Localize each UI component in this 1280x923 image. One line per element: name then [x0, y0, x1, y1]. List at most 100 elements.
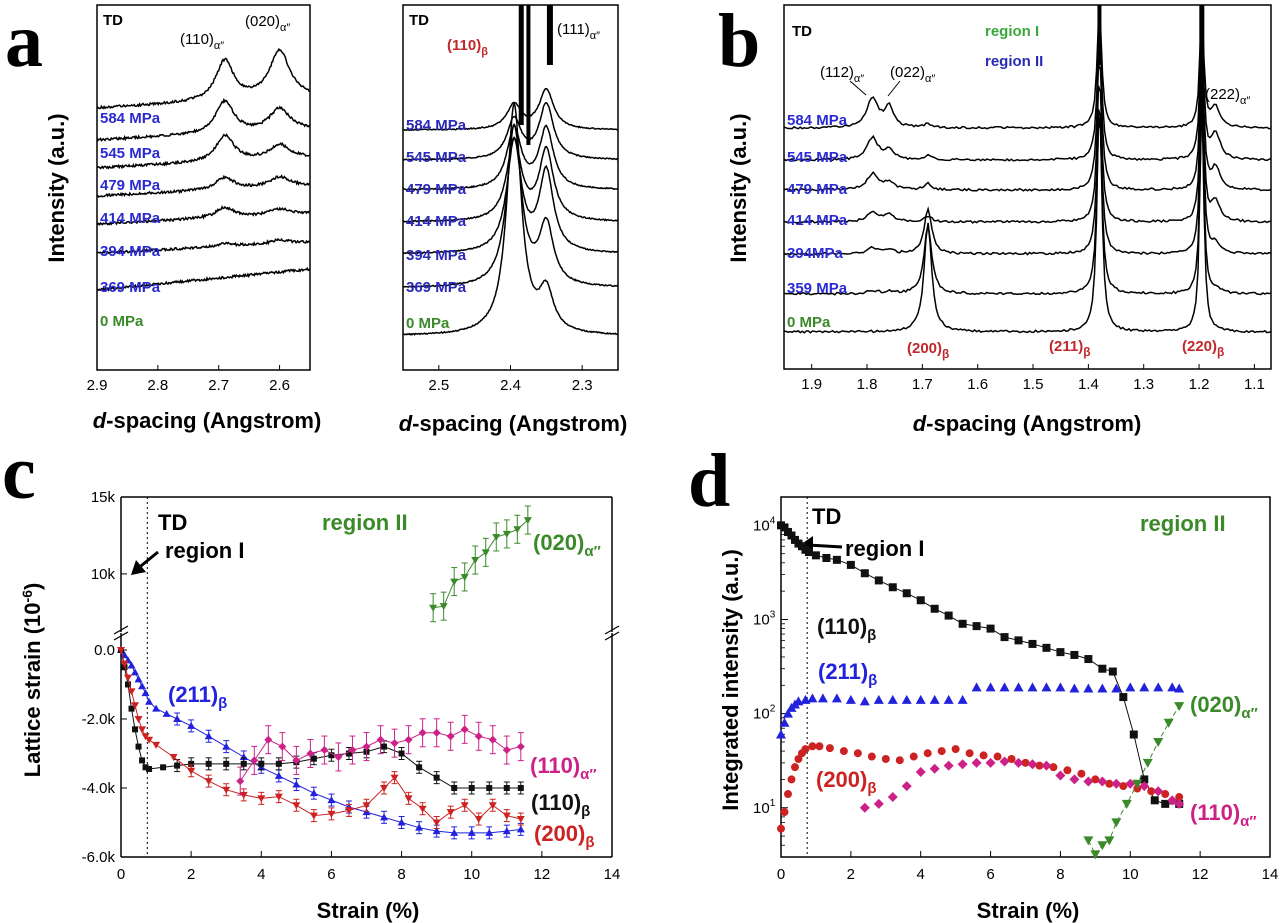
data-point [468, 785, 475, 791]
data-point [223, 760, 230, 767]
x-tick-label: 14 [1262, 866, 1279, 883]
series-label-sub: α″ [584, 543, 600, 560]
peak-label-b-200-beta: (200)β [907, 340, 949, 361]
data-point [174, 762, 181, 769]
data-point [1119, 782, 1128, 791]
panel-a-right-xticks: 2.5 2.4 2.3 [428, 365, 593, 394]
series-label-d-200-beta: (200)β [816, 767, 877, 797]
x-tick-label: 1.8 [857, 376, 878, 393]
saturated-peak [1199, 5, 1205, 115]
data-point [943, 760, 954, 771]
panel-c-region-2: region II [322, 510, 408, 535]
y-tick-label: 102 [753, 704, 776, 723]
panel-d-plot: 0 2 4 6 8 10 12 14101102103104(110)β(211)β(200)… [753, 496, 1279, 883]
panel-c-region-1: region I [165, 538, 244, 563]
data-point [1055, 682, 1066, 692]
data-point [846, 560, 855, 569]
data-point [1125, 682, 1136, 692]
data-point [1083, 836, 1094, 846]
series-label-d-020-alpha: (020)α″ [1190, 692, 1258, 722]
stress-label: 359 MPa [787, 280, 848, 297]
data-point [839, 747, 848, 756]
stress-label: 0 MPa [406, 315, 450, 332]
stress-label: 545 MPa [787, 149, 848, 166]
spectrum-curve [97, 237, 310, 255]
series-label-c-211-beta: (211)β [168, 682, 227, 712]
x-tick-label: 2.6 [269, 377, 290, 394]
series-label-main: (200) [534, 821, 585, 846]
data-point [825, 744, 834, 753]
data-point [162, 709, 171, 717]
series-2 [117, 647, 525, 829]
data-point [429, 604, 438, 612]
data-point [965, 749, 974, 758]
data-point [205, 760, 212, 767]
data-point [131, 668, 140, 676]
axis-break-mark [604, 625, 620, 635]
data-point [432, 728, 441, 737]
data-point [127, 661, 136, 669]
region-arrow [807, 543, 843, 549]
data-point [415, 823, 424, 831]
panel-a-right-spectra [403, 5, 618, 336]
data-point [1035, 761, 1044, 770]
series-line [433, 519, 529, 609]
spectrum-curve [784, 84, 1271, 334]
stress-label: 369 MPa [100, 279, 161, 296]
data-point [257, 795, 266, 803]
panel-b-region-1: region I [985, 23, 1039, 40]
spectrum-curve [97, 97, 310, 142]
x-tick-label: 2.4 [500, 377, 521, 394]
data-point [1140, 775, 1149, 784]
data-point [1091, 775, 1100, 784]
spectrum-curve [784, 5, 1271, 130]
stress-label: 414 MPa [100, 210, 161, 227]
data-point [1097, 841, 1108, 851]
stress-label: 479 MPa [100, 177, 161, 194]
x-tick-label: 0 [117, 866, 125, 883]
y-tick-base: 10 [753, 706, 770, 723]
series-label-main: (020) [533, 530, 584, 555]
spectrum-curve [784, 37, 1271, 192]
region-arrow-head [131, 560, 146, 575]
data-point [1097, 683, 1108, 693]
stress-label: 584 MPa [100, 110, 161, 127]
data-point [859, 696, 870, 706]
data-point [309, 812, 318, 820]
data-point [503, 785, 510, 791]
data-point [502, 530, 511, 538]
stress-label: 394MPa [787, 245, 844, 262]
stress-label: 369 MPa [406, 279, 467, 296]
data-point [141, 689, 150, 697]
data-point [1153, 737, 1164, 747]
series-label-d-110-beta: (110)β [817, 614, 876, 644]
spectrum-curve [784, 73, 1271, 256]
x-tick-label: 8 [397, 866, 405, 883]
x-tick-label: 6 [327, 866, 335, 883]
y-tick-label: 0.0 [94, 642, 115, 659]
peak-pointer-022 [887, 80, 901, 97]
data-point [929, 694, 940, 704]
data-point [1119, 693, 1128, 702]
spectrum-curve [97, 174, 310, 198]
series-label-main: (211) [168, 682, 218, 707]
data-point [128, 705, 135, 712]
data-point [380, 813, 389, 821]
data-point [867, 752, 876, 761]
peak-pointer-112 [849, 80, 867, 96]
data-point [328, 752, 335, 759]
data-point [492, 533, 501, 541]
data-point [822, 553, 831, 562]
series-0 [117, 646, 525, 840]
data-point [390, 739, 399, 748]
series-label-sub: α″ [1241, 705, 1257, 722]
data-point [264, 735, 273, 744]
panel-c-plot: 0 2 4 6 8 10 12 14 0.0 -2.0k -4.0k -6.0k 10k 15k (211)… [82, 489, 621, 883]
panel-b-stress-labels: 584 MPa 545 MPa 479 MPa 414 MPa 394MPa 359 MP… [787, 112, 848, 331]
stress-label: 414 MPa [406, 213, 467, 230]
panel-b-tag: TD [792, 23, 812, 40]
series-label-sub: β [868, 672, 877, 689]
data-point [993, 752, 1002, 761]
panel-b-spectra [784, 5, 1271, 334]
data-point [1167, 682, 1178, 692]
